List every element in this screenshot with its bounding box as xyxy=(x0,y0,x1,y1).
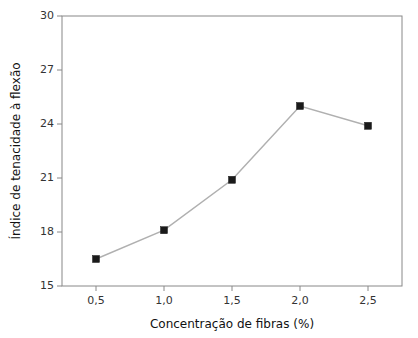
y-tick xyxy=(57,232,62,233)
chart-container: 15 18 21 24 27 30 0,5 1,0 1,5 2,0 2,5 Concentração … xyxy=(0,0,418,338)
y-tick-label: 15 xyxy=(40,279,54,292)
plot-frame xyxy=(62,16,402,286)
series-line xyxy=(96,106,368,259)
y-axis-label: Índice de tenacidade à flexão xyxy=(8,62,23,239)
data-point xyxy=(229,176,236,183)
x-tick-label: 1,5 xyxy=(223,294,241,307)
x-tick xyxy=(300,286,301,291)
x-tick xyxy=(164,286,165,291)
y-tick-label: 18 xyxy=(40,225,54,238)
x-tick-label: 1,0 xyxy=(155,294,173,307)
data-point xyxy=(161,227,168,234)
y-tick xyxy=(57,70,62,71)
y-tick-label: 21 xyxy=(40,171,54,184)
data-point xyxy=(93,256,100,263)
y-tick xyxy=(57,286,62,287)
y-tick xyxy=(57,16,62,17)
x-tick-label: 0,5 xyxy=(87,294,105,307)
y-tick xyxy=(57,124,62,125)
y-tick-label: 30 xyxy=(40,9,54,22)
x-tick xyxy=(368,286,369,291)
chart-svg: 15 18 21 24 27 30 0,5 1,0 1,5 2,0 2,5 Concentração … xyxy=(0,0,418,338)
x-tick xyxy=(96,286,97,291)
x-axis-label: Concentração de fibras (%) xyxy=(150,317,314,331)
axes: 15 18 21 24 27 30 0,5 1,0 1,5 2,0 2,5 xyxy=(40,9,377,307)
y-tick xyxy=(57,178,62,179)
x-tick-label: 2,5 xyxy=(359,294,377,307)
x-tick-label: 2,0 xyxy=(291,294,309,307)
y-tick-label: 24 xyxy=(40,117,54,130)
data-point xyxy=(297,103,304,110)
data-layer xyxy=(93,103,372,263)
y-tick-label: 27 xyxy=(40,63,54,76)
x-tick xyxy=(232,286,233,291)
data-point xyxy=(365,122,372,129)
